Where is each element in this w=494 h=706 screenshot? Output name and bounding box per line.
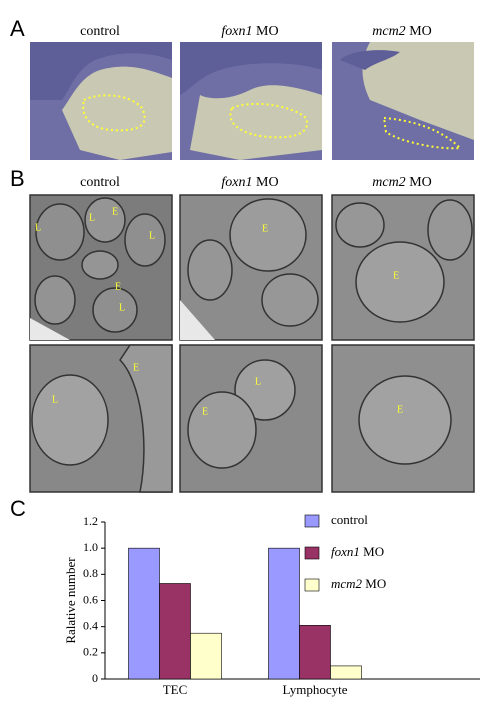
panel-label: A (10, 16, 25, 41)
image-annotation: E (115, 281, 121, 292)
y-tick-label: 0 (92, 671, 98, 685)
image (29, 344, 173, 493)
y-tick-label: 1.0 (83, 540, 98, 554)
bar (190, 632, 222, 680)
panel-a-images (30, 42, 474, 160)
column-header: foxn1 MO (221, 175, 278, 190)
y-tick-label: 0.8 (83, 566, 98, 580)
image-annotation: E (202, 406, 208, 417)
image-annotation: L (89, 212, 95, 223)
image-annotation: L (119, 302, 125, 313)
bar (159, 583, 191, 680)
panel-b-images (29, 194, 475, 493)
bar (268, 547, 300, 680)
legend-label: mcm2 MO (331, 576, 386, 591)
image (30, 42, 172, 160)
column-header: control (80, 175, 120, 190)
legend-swatch (304, 514, 320, 528)
image-annotation: E (133, 362, 139, 373)
column-header: mcm2 MO (372, 175, 432, 190)
image (180, 42, 322, 160)
image-annotation: L (35, 222, 41, 233)
image-annotation: L (52, 394, 58, 405)
image-annotation: E (393, 270, 399, 281)
image (179, 344, 323, 493)
image-annotation: E (262, 223, 268, 234)
legend-label: control (331, 512, 368, 527)
y-tick-label: 0.4 (83, 618, 98, 632)
column-header: mcm2 MO (372, 24, 432, 39)
image (179, 194, 323, 341)
legend-label: foxn1 MO (331, 544, 384, 559)
image-annotation: L (149, 230, 155, 241)
x-tick-label: TEC (163, 682, 188, 697)
image-annotation: E (397, 404, 403, 415)
image (331, 194, 475, 341)
bar (299, 625, 331, 680)
image (331, 344, 475, 493)
y-axis-label: Ralative number (63, 557, 78, 644)
panel-label: C (10, 496, 26, 521)
y-tick-label: 0.6 (83, 592, 98, 606)
column-header: control (80, 24, 120, 39)
image (332, 42, 474, 160)
y-tick-label: 1.2 (83, 514, 98, 528)
column-header: foxn1 MO (221, 24, 278, 39)
image-annotation: L (255, 376, 261, 387)
x-tick-label: Lymphocyte (283, 682, 348, 697)
bar (128, 547, 160, 680)
image-annotation: E (112, 206, 118, 217)
legend-swatch (304, 578, 320, 592)
panel-label: B (10, 166, 25, 191)
image (29, 194, 173, 341)
y-tick-label: 0.2 (83, 645, 98, 659)
legend-swatch (304, 546, 320, 560)
bar (330, 665, 362, 680)
